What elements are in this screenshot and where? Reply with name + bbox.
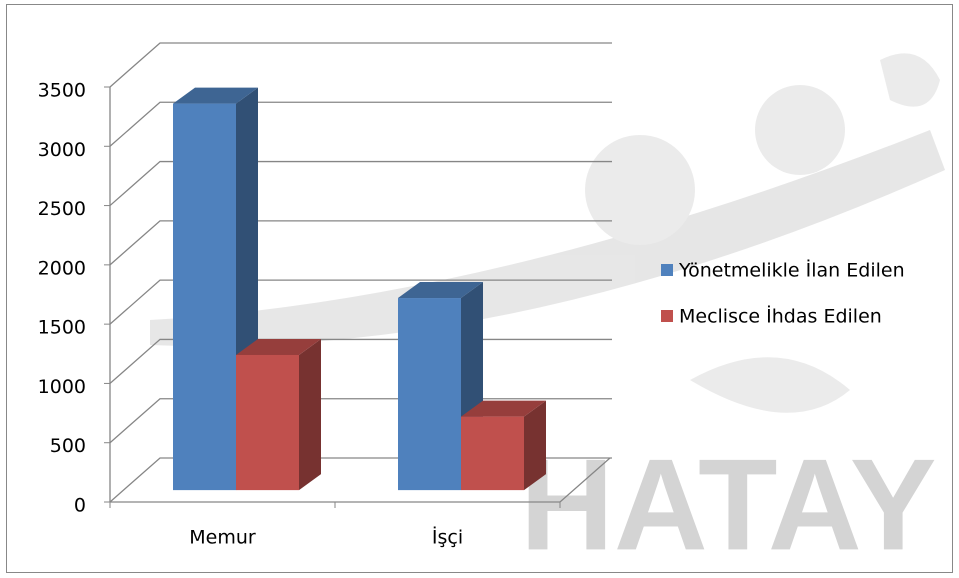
grid-line <box>109 101 612 147</box>
bar-top <box>236 338 321 355</box>
y-tick-label: 0 <box>74 495 86 517</box>
legend-label: Yönetmelikle İlan Edilen <box>678 259 905 282</box>
legend-swatch <box>661 264 673 276</box>
y-tick-label: 1000 <box>38 376 86 398</box>
bar <box>236 354 299 491</box>
bar <box>398 298 461 491</box>
legend-swatch <box>661 310 673 322</box>
x-tick-label: Memur <box>189 527 256 549</box>
y-tick-label: 1500 <box>38 317 86 339</box>
y-tick-label: 500 <box>50 435 86 457</box>
bar-top <box>173 87 258 104</box>
y-tick-label: 2000 <box>38 257 86 279</box>
bar-side <box>524 400 546 491</box>
legend-label: Meclisce İhdas Edilen <box>679 305 882 328</box>
y-tick-label: 3000 <box>38 139 86 161</box>
y-tick-label: 3500 <box>38 80 86 102</box>
bar-side <box>299 338 321 491</box>
bar-top <box>398 282 483 299</box>
x-tick-label: İşçi <box>432 526 463 549</box>
bar <box>461 416 524 491</box>
watermark: HATAY <box>520 431 937 577</box>
grid-line <box>109 279 612 325</box>
y-tick-label: 2500 <box>38 198 86 220</box>
grid-line <box>109 160 612 207</box>
grid-line <box>109 42 612 88</box>
bar <box>173 103 236 491</box>
bar-top <box>461 400 546 417</box>
grid-line <box>109 220 612 266</box>
